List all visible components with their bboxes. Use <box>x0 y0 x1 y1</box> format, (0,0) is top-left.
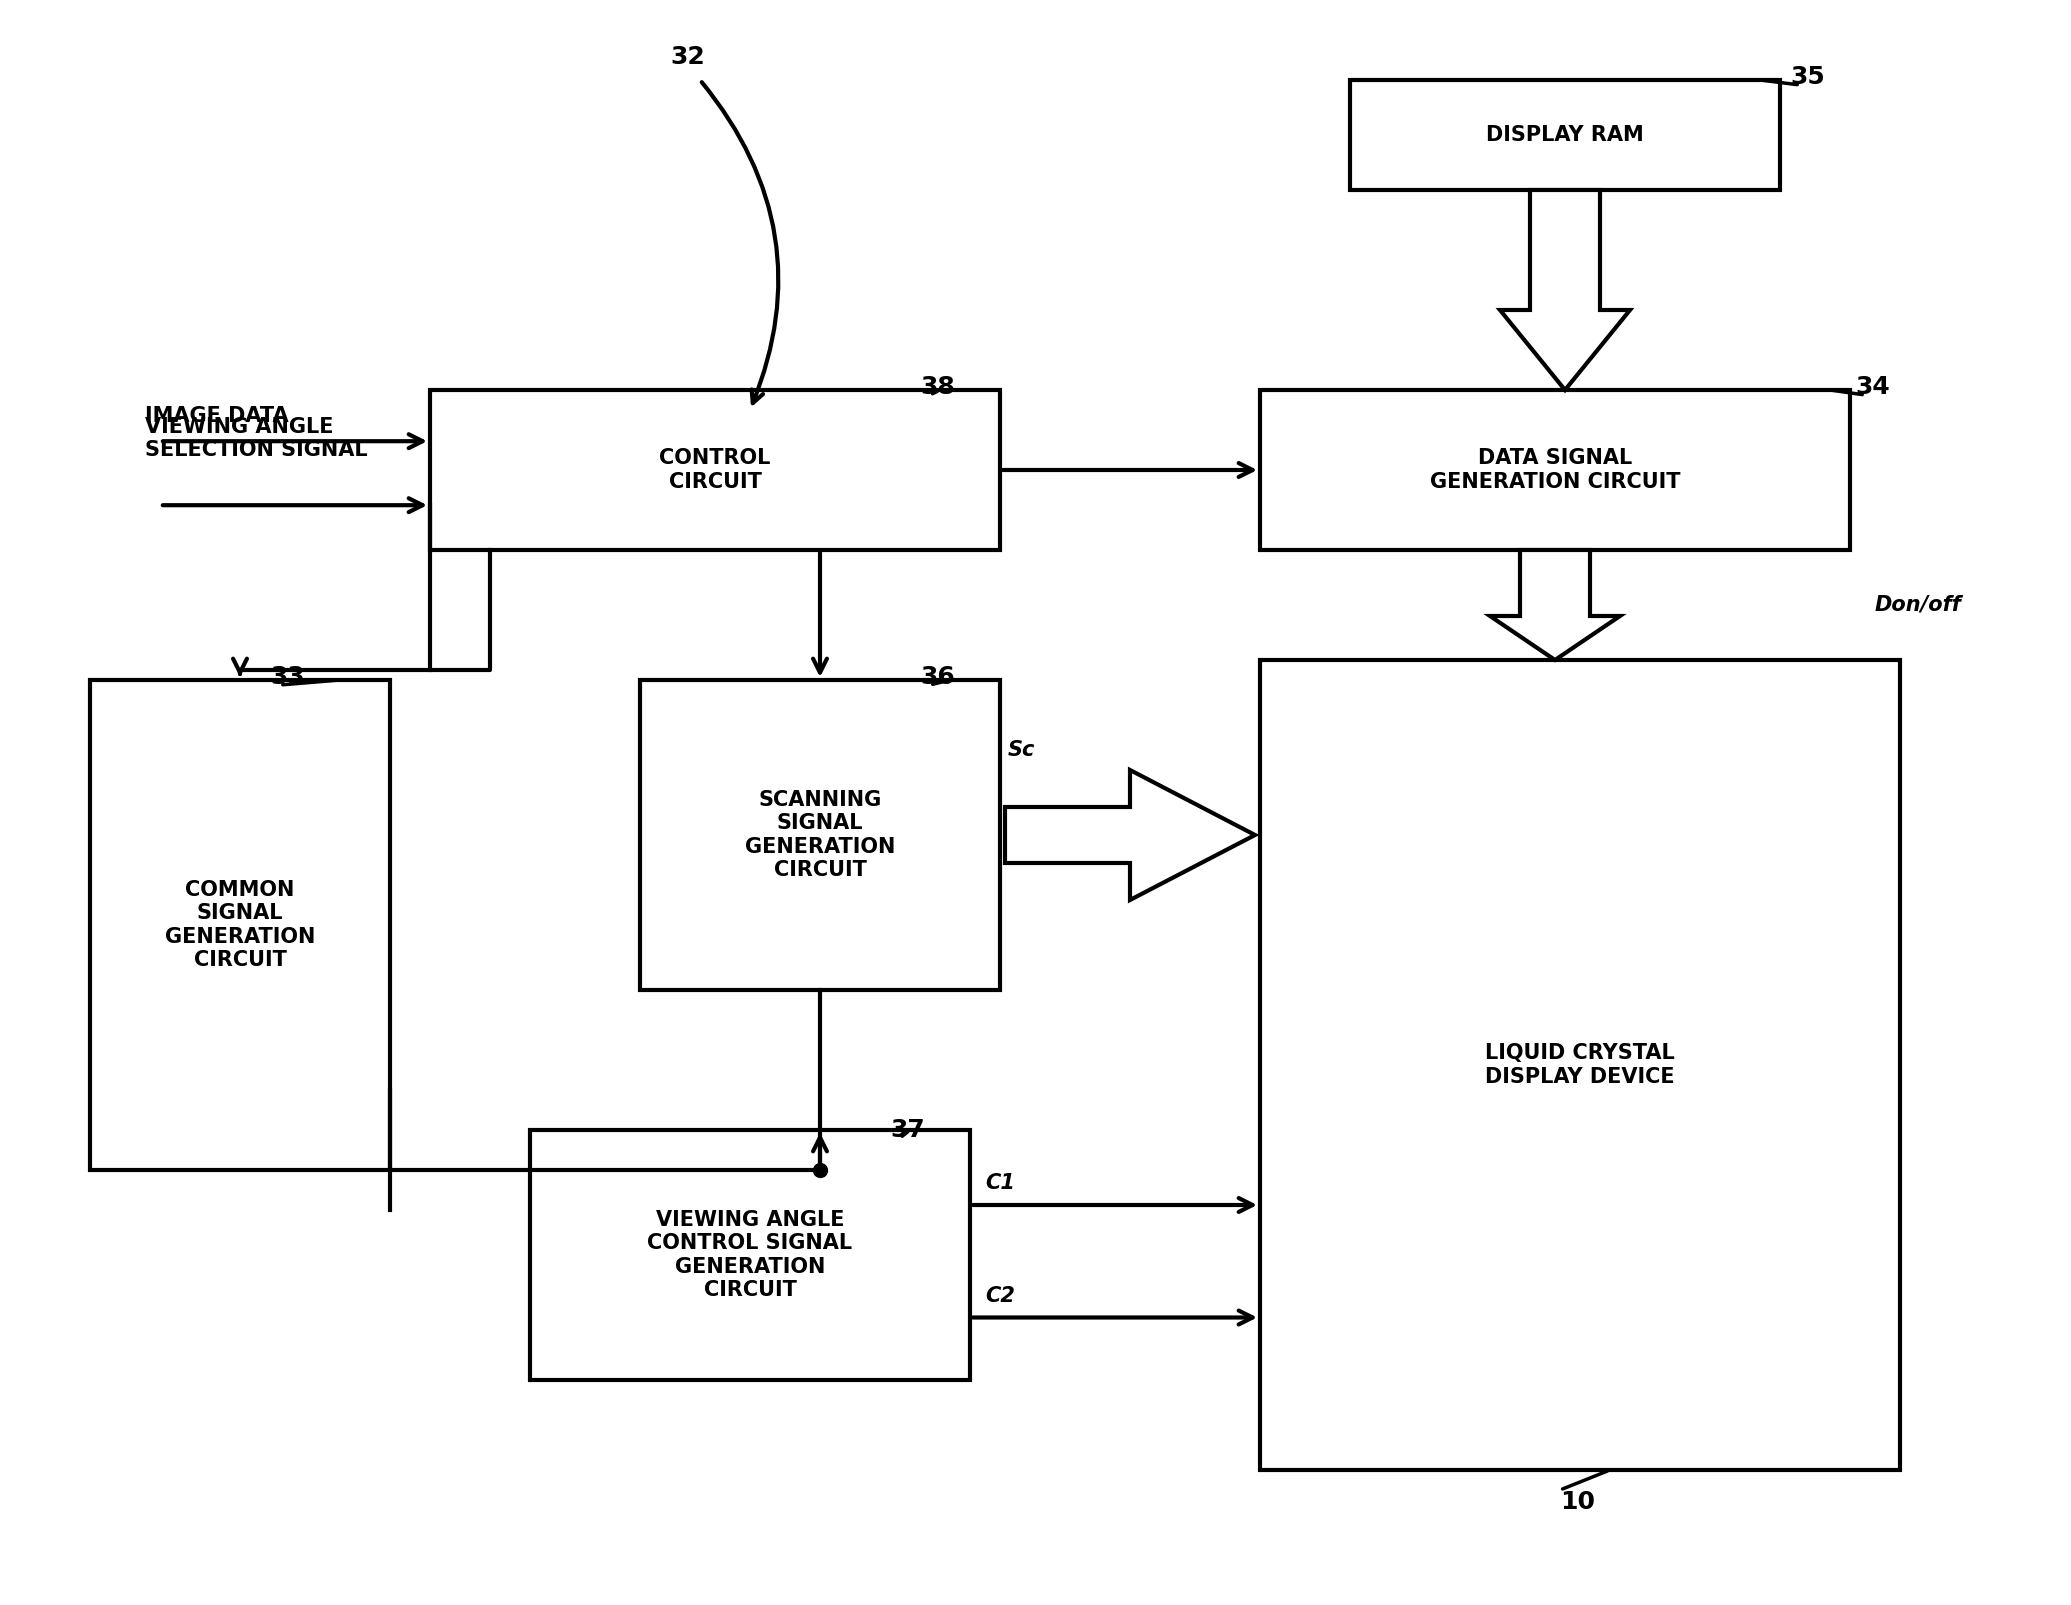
Text: 10: 10 <box>1559 1489 1595 1514</box>
Text: COMMON
SIGNAL
GENERATION
CIRCUIT: COMMON SIGNAL GENERATION CIRCUIT <box>166 880 315 969</box>
Text: VIEWING ANGLE
CONTROL SIGNAL
GENERATION
CIRCUIT: VIEWING ANGLE CONTROL SIGNAL GENERATION … <box>648 1210 853 1300</box>
Polygon shape <box>1004 770 1255 900</box>
Text: IMAGE DATA: IMAGE DATA <box>145 406 288 427</box>
Text: 34: 34 <box>1856 376 1889 400</box>
Text: C1: C1 <box>986 1173 1015 1193</box>
Polygon shape <box>1499 189 1630 390</box>
Text: LIQUID CRYSTAL
DISPLAY DEVICE: LIQUID CRYSTAL DISPLAY DEVICE <box>1485 1043 1675 1087</box>
Text: DATA SIGNAL
GENERATION CIRCUIT: DATA SIGNAL GENERATION CIRCUIT <box>1429 448 1680 491</box>
Text: 32: 32 <box>671 45 704 69</box>
Text: C2: C2 <box>986 1286 1015 1305</box>
Text: DISPLAY RAM: DISPLAY RAM <box>1487 125 1644 144</box>
Bar <box>89 681 389 1170</box>
Text: 35: 35 <box>1789 64 1825 88</box>
Text: Sc: Sc <box>1009 740 1036 761</box>
Text: SCANNING
SIGNAL
GENERATION
CIRCUIT: SCANNING SIGNAL GENERATION CIRCUIT <box>746 790 895 880</box>
Text: 36: 36 <box>920 664 955 689</box>
Bar <box>640 681 1000 990</box>
Text: Don/off: Don/off <box>1874 595 1961 615</box>
Bar <box>1259 660 1899 1470</box>
Text: 33: 33 <box>269 664 304 689</box>
Bar <box>431 390 1000 551</box>
Bar <box>1259 390 1849 551</box>
Polygon shape <box>1489 551 1620 660</box>
Bar <box>530 1130 969 1380</box>
Text: 37: 37 <box>891 1119 926 1143</box>
Text: VIEWING ANGLE
SELECTION SIGNAL: VIEWING ANGLE SELECTION SIGNAL <box>145 417 369 461</box>
Bar <box>1350 80 1779 189</box>
Text: CONTROL
CIRCUIT: CONTROL CIRCUIT <box>659 448 770 491</box>
Text: 38: 38 <box>920 376 955 400</box>
